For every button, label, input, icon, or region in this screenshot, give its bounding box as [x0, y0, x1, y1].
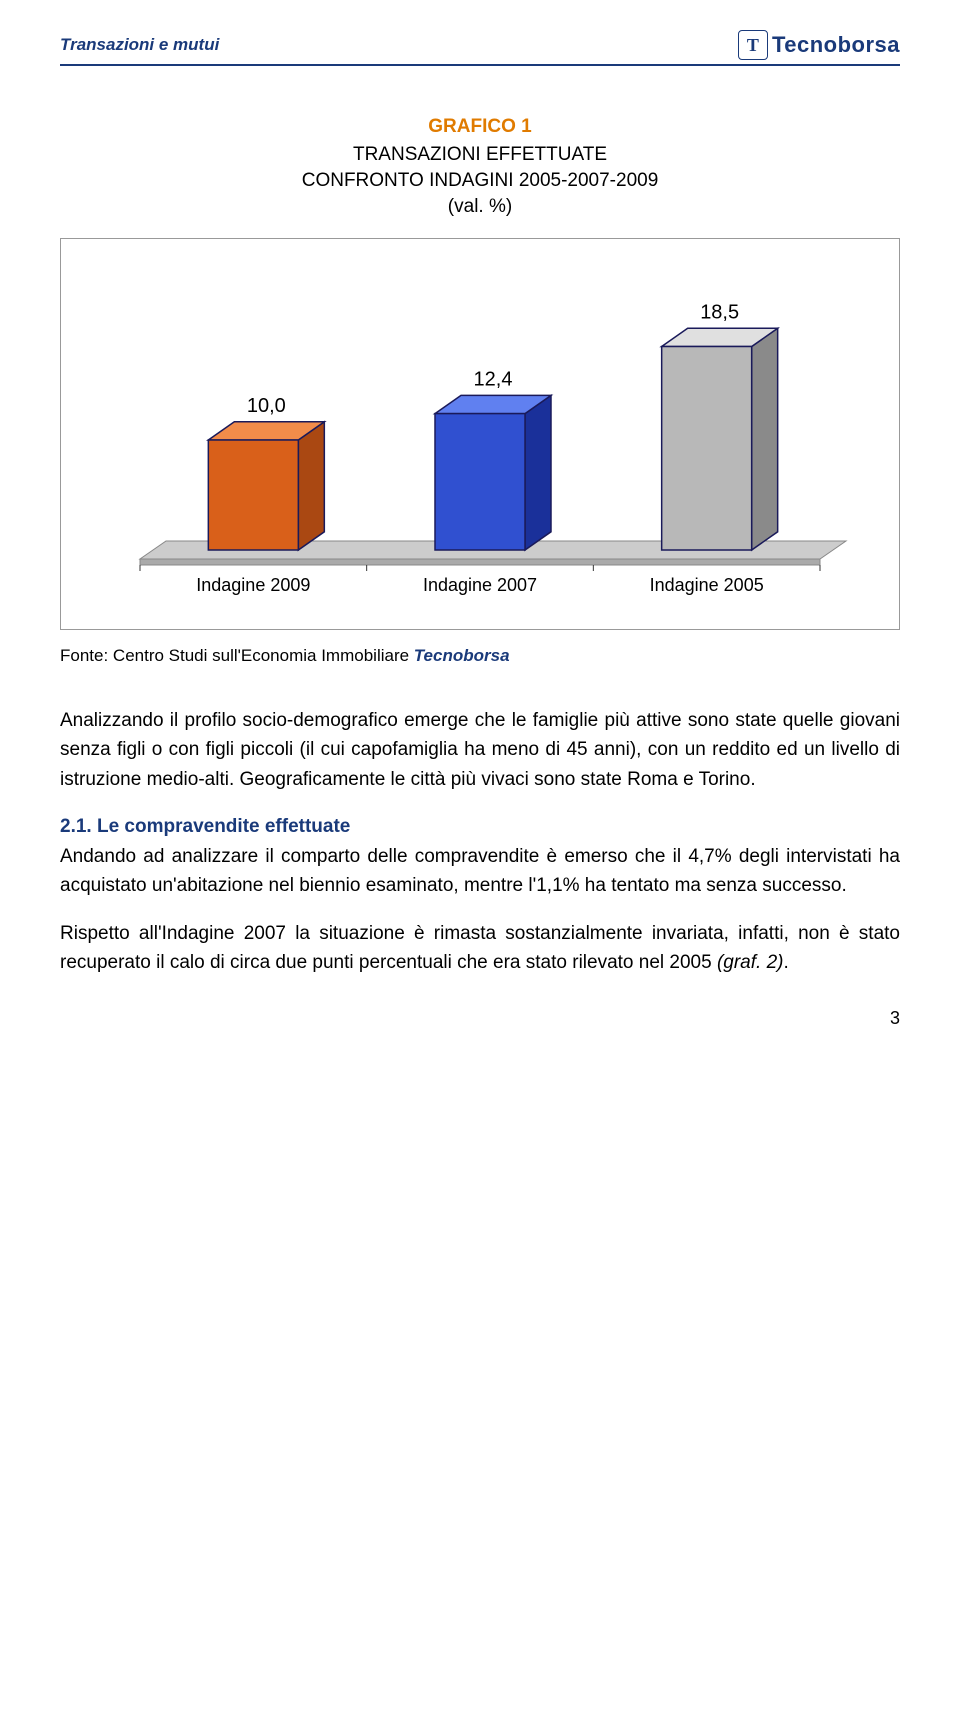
svg-text:10,0: 10,0: [247, 395, 286, 417]
logo-text: Tecnoborsa: [772, 32, 900, 58]
chart-source: Fonte: Centro Studi sull'Economia Immobi…: [60, 646, 900, 666]
body-text: Analizzando il profilo socio-demografico…: [60, 706, 900, 978]
chart-section: GRAFICO 1 TRANSAZIONI EFFETTUATE CONFRON…: [60, 116, 900, 666]
page-header: Transazioni e mutui T Tecnoborsa: [60, 30, 900, 66]
paragraph-3: Rispetto all'Indagine 2007 la situazione…: [60, 919, 900, 978]
section-title: Le compravendite effettuate: [97, 816, 350, 837]
chart-subtitle-3: (val. %): [60, 196, 900, 218]
chart-container: 10,0 Indagine 2009 12,4 Indagine 2007 18,5 In…: [60, 238, 900, 630]
paragraph-2: Andando ad analizzare il comparto delle …: [60, 846, 900, 896]
logo: T Tecnoborsa: [738, 30, 900, 60]
logo-icon: T: [738, 30, 768, 60]
chart-subtitle-2: CONFRONTO INDAGINI 2005-2007-2009: [60, 170, 900, 192]
header-title: Transazioni e mutui: [60, 35, 219, 55]
svg-text:Indagine 2009: Indagine 2009: [196, 575, 310, 595]
chart-subtitle-1: TRANSAZIONI EFFETTUATE: [60, 144, 900, 166]
svg-text:12,4: 12,4: [474, 368, 513, 390]
section-2-1: 2.1. Le compravendite effettuate Andando…: [60, 812, 900, 900]
chart-canvas: 10,0 Indagine 2009 12,4 Indagine 2007 18,5 In…: [81, 269, 879, 609]
page-number: 3: [60, 1008, 900, 1029]
paragraph-1: Analizzando il profilo socio-demografico…: [60, 706, 900, 794]
svg-text:Indagine 2007: Indagine 2007: [423, 575, 537, 595]
svg-text:Indagine 2005: Indagine 2005: [650, 575, 764, 595]
paragraph-3c: .: [783, 952, 788, 973]
logo-letter: T: [747, 35, 759, 56]
section-number: 2.1.: [60, 816, 97, 837]
graf-ref: (graf. 2): [717, 952, 784, 973]
source-brand: Tecnoborsa: [414, 646, 510, 665]
source-prefix: Fonte: Centro Studi sull'Economia Immobi…: [60, 646, 414, 665]
page: Transazioni e mutui T Tecnoborsa GRAFICO…: [0, 0, 960, 1069]
chart-title: GRAFICO 1: [60, 116, 900, 138]
svg-text:18,5: 18,5: [700, 301, 739, 323]
